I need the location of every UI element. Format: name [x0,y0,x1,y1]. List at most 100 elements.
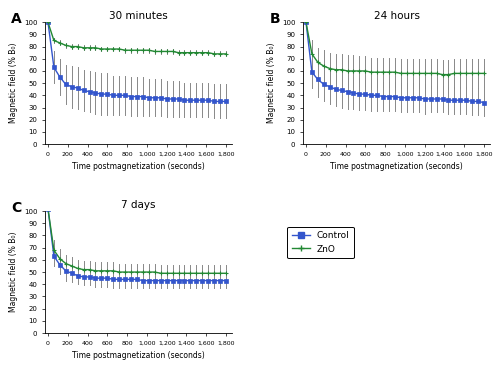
Control [98,276,104,280]
ZnO [374,70,380,74]
Control [152,95,158,100]
ZnO [205,271,211,276]
ZnO [368,70,374,74]
ZnO [422,71,428,75]
ZnO [110,269,116,273]
ZnO [74,44,80,49]
ZnO [182,271,188,276]
Control [200,278,205,283]
Text: C: C [12,201,22,215]
Control [146,278,152,283]
Control [211,99,217,104]
Control [128,277,134,282]
Title: 7 days: 7 days [121,200,156,210]
ZnO [164,49,170,54]
ZnO [481,71,487,75]
Control [74,273,80,278]
Control [116,277,122,282]
ZnO [104,269,110,273]
ZnO [464,71,469,75]
ZnO [57,256,63,261]
Control [146,95,152,100]
Legend: Control, ZnO: Control, ZnO [287,226,354,258]
ZnO [98,47,104,51]
Line: ZnO: ZnO [46,206,228,276]
ZnO [380,70,386,74]
Y-axis label: Magnetic field (% B₀): Magnetic field (% B₀) [10,232,18,312]
ZnO [416,71,422,75]
Control [223,278,229,283]
Control [188,98,194,102]
Control [140,278,146,283]
ZnO [116,47,122,51]
ZnO [152,270,158,274]
ZnO [344,69,350,73]
Line: ZnO: ZnO [46,20,228,56]
ZnO [86,46,92,50]
ZnO [158,49,164,54]
Control [152,278,158,283]
Control [176,97,182,101]
ZnO [140,48,146,53]
Text: B: B [270,13,280,26]
ZnO [309,52,315,56]
ZnO [217,52,223,56]
Control [398,95,404,100]
ZnO [404,71,410,75]
Control [63,82,69,87]
ZnO [446,73,452,77]
Control [68,271,74,276]
ZnO [428,71,434,75]
ZnO [188,271,194,276]
ZnO [176,271,182,276]
ZnO [223,271,229,276]
ZnO [217,271,223,276]
Control [122,93,128,98]
Title: 24 hours: 24 hours [374,11,420,21]
Title: 30 minutes: 30 minutes [109,11,168,21]
Control [464,98,469,102]
Control [182,98,188,102]
ZnO [182,50,188,55]
Control [98,92,104,96]
ZnO [475,71,481,75]
Control [57,263,63,267]
Control [481,100,487,105]
Control [170,278,175,283]
Control [469,99,475,104]
ZnO [116,270,122,274]
Control [223,99,229,104]
Control [380,94,386,99]
Control [440,97,446,101]
ZnO [164,271,170,276]
ZnO [321,64,327,68]
Control [116,93,122,98]
ZnO [146,270,152,274]
Control [475,99,481,104]
ZnO [386,70,392,74]
ZnO [152,49,158,54]
ZnO [170,271,175,276]
Control [51,65,57,70]
Control [134,94,140,99]
ZnO [434,71,440,75]
Control [45,206,51,211]
Control [68,85,74,89]
Y-axis label: Magnetic field (% B₀): Magnetic field (% B₀) [10,43,18,123]
Control [428,97,434,101]
ZnO [392,70,398,74]
ZnO [200,271,205,276]
Control [122,277,128,282]
ZnO [146,48,152,53]
Control [194,278,200,283]
Control [188,278,194,283]
Control [410,95,416,100]
Control [392,94,398,99]
ZnO [326,66,332,71]
Control [104,276,110,280]
Control [422,97,428,101]
ZnO [223,52,229,56]
ZnO [200,50,205,55]
ZnO [110,47,116,51]
Control [86,90,92,94]
